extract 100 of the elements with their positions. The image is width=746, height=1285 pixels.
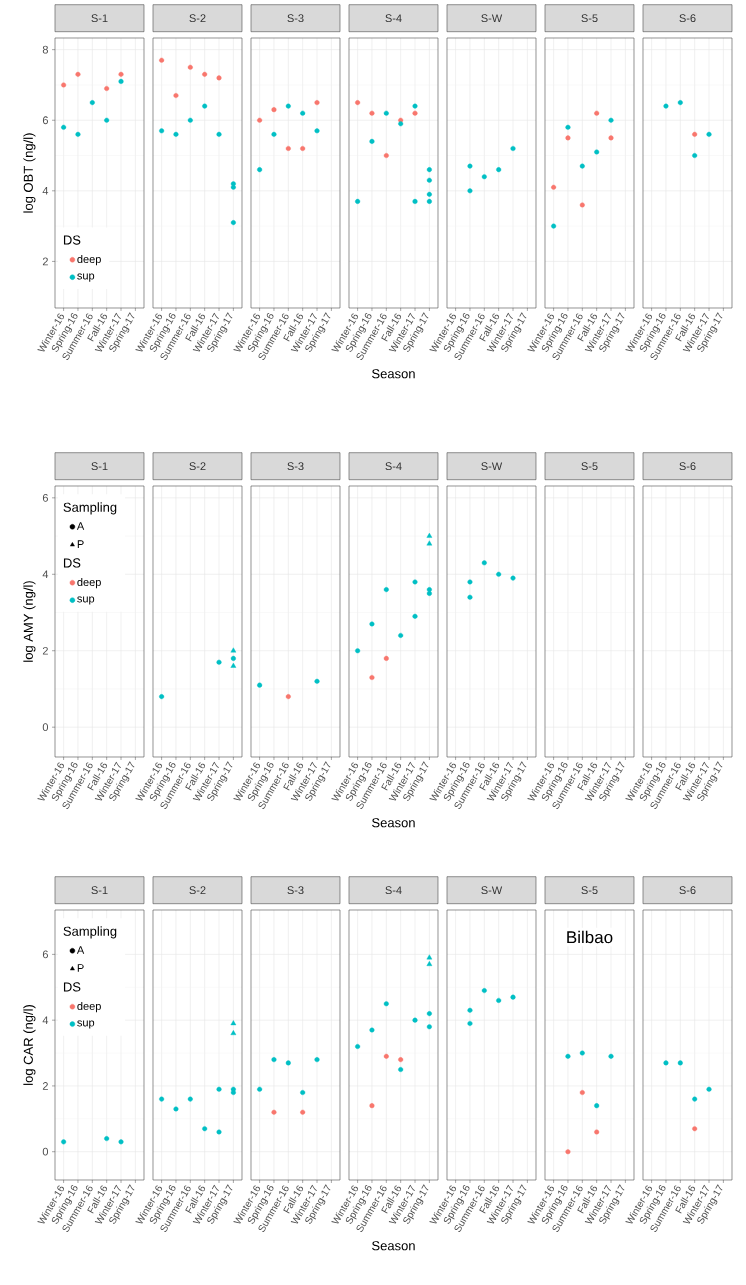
legend-label: deep — [77, 255, 101, 266]
legend-label: sup — [77, 273, 95, 282]
point — [173, 131, 179, 137]
point — [565, 124, 571, 130]
y-axis-title: log OBT (ng/l) — [23, 133, 36, 213]
y-axis-title: log CAR (ng/l) — [23, 1004, 36, 1085]
point — [467, 1020, 473, 1026]
chart-title: S-6 — [679, 886, 696, 895]
point — [579, 202, 585, 208]
chart-title: S-3 — [287, 886, 304, 895]
point — [118, 78, 124, 84]
chart-title: S-W — [481, 14, 503, 23]
point — [159, 128, 165, 134]
point — [285, 145, 291, 151]
point — [104, 117, 110, 123]
chart-title: S-5 — [581, 462, 598, 471]
legend-label: deep — [77, 1001, 101, 1013]
chart-title: S-1 — [91, 886, 108, 895]
point — [300, 1090, 306, 1096]
legend-label: sup — [77, 1020, 95, 1029]
legend-label: A — [76, 522, 85, 530]
chart-title: S-4 — [385, 14, 402, 23]
x-axis-title: Season — [372, 818, 415, 828]
point — [314, 1057, 320, 1063]
point — [216, 131, 222, 137]
point — [202, 71, 208, 77]
point — [608, 117, 614, 123]
point — [187, 64, 193, 70]
point — [594, 149, 600, 155]
point — [61, 82, 67, 88]
point — [257, 117, 263, 123]
point — [61, 124, 67, 130]
chart-title: S-6 — [679, 14, 696, 23]
point — [300, 110, 306, 116]
point — [271, 1057, 277, 1063]
point — [75, 71, 81, 77]
y-tick-label: 6 — [42, 493, 48, 502]
point — [496, 571, 502, 577]
y-tick-label: 4 — [42, 570, 49, 579]
y-tick-label: 0 — [42, 1147, 49, 1156]
annotation: Sampling — [63, 502, 117, 515]
chart-title: S-W — [481, 886, 503, 895]
point — [496, 997, 502, 1003]
point — [285, 103, 291, 109]
annotation: Sampling — [63, 926, 117, 939]
chart-title: S-3 — [287, 462, 304, 471]
point — [216, 75, 222, 81]
point — [257, 167, 263, 173]
point — [510, 575, 516, 581]
point — [481, 560, 487, 566]
annotation: Bilbao — [567, 930, 613, 944]
chart-title: S-1 — [91, 462, 108, 471]
legend-label: P — [77, 964, 84, 972]
chart-title: S-6 — [679, 462, 696, 471]
y-tick-label: 6 — [42, 950, 48, 959]
y-tick-label: 4 — [42, 1016, 49, 1024]
point — [481, 174, 487, 180]
point — [510, 994, 516, 1000]
y-tick-label: 8 — [42, 45, 48, 54]
point — [187, 117, 193, 123]
point — [510, 145, 516, 151]
y-tick-label: 6 — [42, 116, 48, 125]
point — [481, 988, 487, 994]
point — [565, 135, 571, 141]
point — [496, 167, 502, 173]
point — [257, 1086, 263, 1092]
legend-label: deep — [77, 577, 101, 589]
legend-title: DS — [63, 235, 81, 245]
point — [300, 145, 306, 151]
point — [551, 184, 557, 190]
x-axis-title: Season — [372, 369, 415, 379]
chart-title: S-3 — [287, 14, 304, 23]
legend-label: sup — [77, 596, 95, 605]
point — [271, 131, 277, 137]
y-tick-label: 4 — [42, 187, 49, 195]
legend-title: DS — [63, 558, 81, 568]
x-axis-title: Season — [372, 1241, 415, 1251]
chart-title: S-2 — [189, 14, 206, 23]
point — [202, 103, 208, 109]
point — [75, 131, 81, 137]
point — [467, 594, 473, 600]
chart-title: S-1 — [91, 14, 108, 23]
chart-title: S-W — [481, 462, 503, 471]
legend-label: P — [77, 540, 84, 548]
chart-title: S-5 — [581, 886, 598, 895]
point — [314, 100, 320, 106]
legend-label: A — [76, 946, 85, 954]
point — [551, 223, 557, 229]
point — [89, 100, 95, 106]
y-tick-label: 2 — [42, 1082, 48, 1090]
y-tick-label: 2 — [42, 257, 48, 266]
point — [608, 135, 614, 141]
chart-title: S-5 — [581, 14, 598, 23]
point — [271, 107, 277, 113]
chart-title: S-2 — [189, 886, 206, 895]
point — [159, 57, 165, 63]
y-tick-label: 0 — [42, 723, 49, 732]
point — [285, 1060, 291, 1066]
y-axis-title: log AMY (ng/l) — [23, 581, 36, 662]
point — [173, 93, 179, 99]
